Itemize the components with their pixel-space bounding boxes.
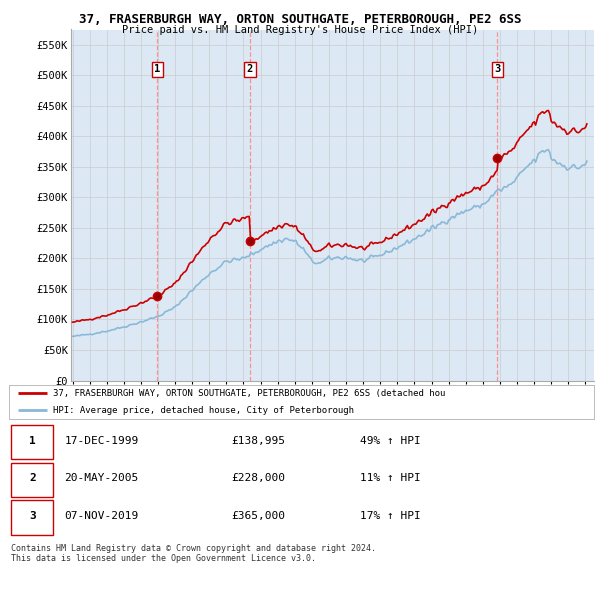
FancyBboxPatch shape (11, 463, 53, 497)
Text: £365,000: £365,000 (232, 512, 286, 521)
Text: 17% ↑ HPI: 17% ↑ HPI (360, 512, 421, 521)
Text: 2: 2 (29, 474, 36, 483)
Text: £138,995: £138,995 (232, 436, 286, 445)
Text: 2: 2 (247, 64, 253, 74)
Text: 49% ↑ HPI: 49% ↑ HPI (360, 436, 421, 445)
Text: 11% ↑ HPI: 11% ↑ HPI (360, 474, 421, 483)
Text: 3: 3 (29, 512, 36, 521)
Text: HPI: Average price, detached house, City of Peterborough: HPI: Average price, detached house, City… (53, 406, 354, 415)
Text: 20-MAY-2005: 20-MAY-2005 (65, 474, 139, 483)
Text: 17-DEC-1999: 17-DEC-1999 (65, 436, 139, 445)
FancyBboxPatch shape (11, 425, 53, 459)
Text: 1: 1 (154, 64, 160, 74)
Text: 1: 1 (29, 436, 36, 445)
Text: 3: 3 (494, 64, 500, 74)
Text: Price paid vs. HM Land Registry's House Price Index (HPI): Price paid vs. HM Land Registry's House … (122, 25, 478, 35)
Text: 07-NOV-2019: 07-NOV-2019 (65, 512, 139, 521)
Text: Contains HM Land Registry data © Crown copyright and database right 2024.
This d: Contains HM Land Registry data © Crown c… (11, 544, 376, 563)
Text: 37, FRASERBURGH WAY, ORTON SOUTHGATE, PETERBOROUGH, PE2 6SS (detached hou: 37, FRASERBURGH WAY, ORTON SOUTHGATE, PE… (53, 389, 445, 398)
Text: £228,000: £228,000 (232, 474, 286, 483)
FancyBboxPatch shape (11, 500, 53, 535)
Text: 37, FRASERBURGH WAY, ORTON SOUTHGATE, PETERBOROUGH, PE2 6SS: 37, FRASERBURGH WAY, ORTON SOUTHGATE, PE… (79, 13, 521, 26)
